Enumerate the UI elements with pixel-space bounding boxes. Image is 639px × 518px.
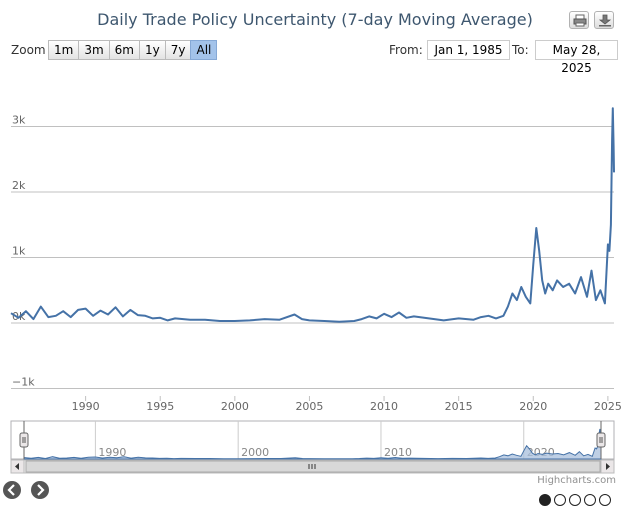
range-button-3m[interactable]: 3m: [78, 40, 110, 60]
series-layer: [10, 107, 615, 323]
range-selector: 1m 3m 6m 1y 7y All: [48, 40, 218, 60]
pager-dot[interactable]: [554, 494, 566, 506]
navigator-frame: [10, 420, 615, 460]
x-tick-label: 2010: [370, 400, 398, 413]
arrow-left-icon: [15, 463, 19, 470]
navigator-series: [23, 428, 602, 460]
chart-title: Daily Trade Policy Uncertainty (7-day Mo…: [97, 10, 533, 29]
to-date-input[interactable]: May 28, 2025: [535, 40, 618, 75]
next-button[interactable]: [31, 481, 49, 499]
from-date-input[interactable]: Jan 1, 1985: [427, 40, 510, 60]
pager-dot[interactable]: [599, 494, 611, 506]
y-tick-label: −1k: [12, 376, 35, 389]
navigator-handle-right[interactable]: [596, 432, 606, 448]
grid-layer: [11, 126, 614, 389]
x-tick-label: 2000: [221, 400, 249, 413]
range-button-all[interactable]: All: [190, 40, 218, 60]
arrow-right-icon: [37, 484, 45, 496]
x-tick-label: 2015: [445, 400, 473, 413]
navigator-tick-label: 1990: [98, 446, 126, 459]
scrollbar-thumb[interactable]: [25, 460, 601, 473]
x-tick-label: 1990: [72, 400, 100, 413]
pager-dot[interactable]: [584, 494, 596, 506]
range-button-7y[interactable]: 7y: [164, 40, 192, 60]
print-button[interactable]: [569, 11, 589, 29]
to-label: To:: [512, 43, 529, 57]
prev-button[interactable]: [3, 481, 21, 499]
pager-dots: [539, 494, 614, 506]
navigator-tick-label: 2010: [384, 446, 412, 459]
x-axis-labels: 1990 1995 2000 2005 2010 2015 2020 2025: [72, 396, 622, 413]
x-tick-label: 2025: [594, 400, 622, 413]
range-button-1y[interactable]: 1y: [138, 40, 166, 60]
navigator-tick-label: 2000: [241, 446, 269, 459]
pager-dot[interactable]: [539, 494, 551, 506]
navigator-handle-left[interactable]: [19, 432, 29, 448]
range-button-1m[interactable]: 1m: [48, 40, 80, 60]
zoom-label: Zoom: [11, 43, 46, 57]
y-tick-label: 3k: [12, 114, 26, 127]
arrow-right-icon: [606, 463, 610, 470]
download-button[interactable]: [594, 11, 614, 29]
from-label: From:: [389, 43, 423, 57]
x-tick-label: 1995: [146, 400, 174, 413]
credits-link[interactable]: Highcharts.com: [537, 475, 616, 486]
x-tick-label: 2005: [295, 400, 323, 413]
download-icon: [598, 14, 612, 27]
series-line: [10, 107, 615, 323]
print-icon: [573, 14, 587, 27]
y-tick-label: 2k: [12, 179, 26, 192]
arrow-left-icon: [7, 484, 15, 496]
navigator: 1990 2000 2010 2020: [10, 420, 615, 474]
x-tick-label: 2020: [519, 400, 547, 413]
range-button-6m[interactable]: 6m: [108, 40, 140, 60]
pager-dot[interactable]: [569, 494, 581, 506]
y-tick-label: 1k: [12, 245, 26, 258]
